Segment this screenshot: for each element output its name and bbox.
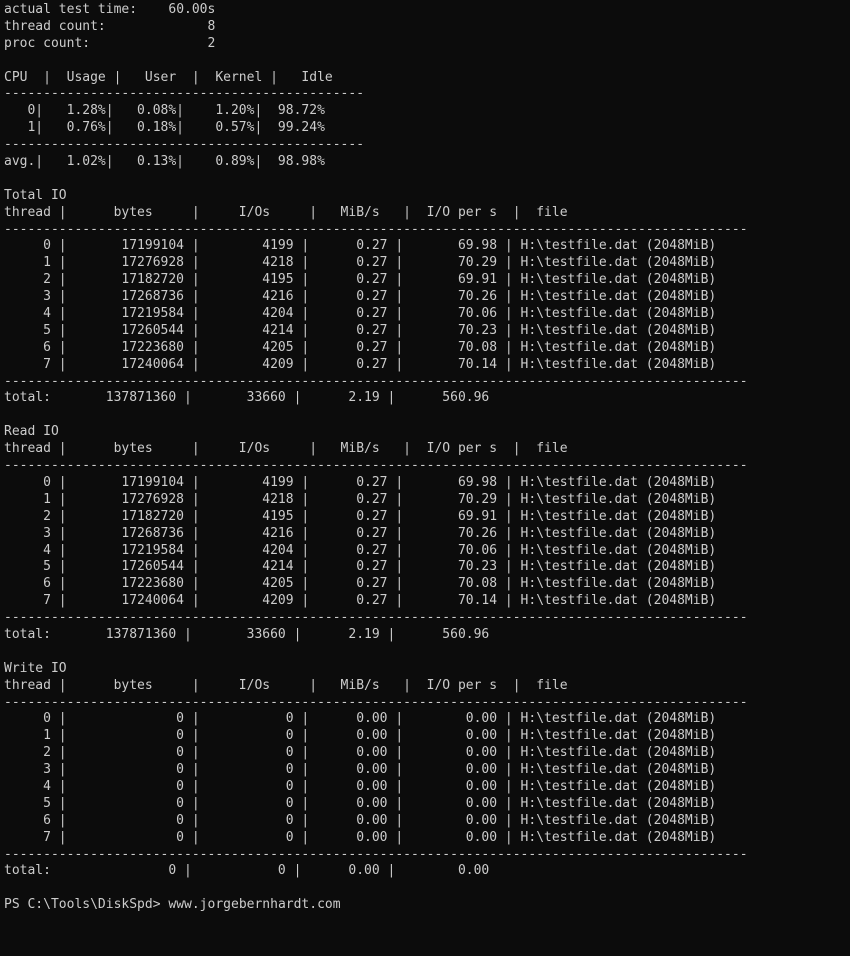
io-row: 6 | 17223680 | 4205 | 0.27 | 70.08 | H:\… — [4, 576, 716, 591]
io-row: 6 | 0 | 0 | 0.00 | 0.00 | H:\testfile.da… — [4, 813, 716, 828]
io-row: 1 | 0 | 0 | 0.00 | 0.00 | H:\testfile.da… — [4, 728, 716, 743]
meta-value: 60.00s — [161, 2, 216, 17]
io-total-row: total: 0 | 0 | 0.00 | 0.00 — [4, 863, 489, 878]
io-row: 2 | 17182720 | 4195 | 0.27 | 69.91 | H:\… — [4, 272, 716, 287]
cpu-row: 0| 1.28%| 0.08%| 1.20%| 98.72% — [4, 103, 325, 118]
cpu-avg-row: avg.| 1.02%| 0.13%| 0.89%| 98.98% — [4, 154, 325, 169]
ps-prompt: PS C:\Tools\DiskSpd> — [4, 897, 168, 912]
io-header: thread | bytes | I/Os | MiB/s | I/O per … — [4, 205, 568, 220]
divider: ----------------------------------------… — [4, 374, 748, 389]
meta-label: thread count: — [4, 19, 161, 34]
io-row: 7 | 17240064 | 4209 | 0.27 | 70.14 | H:\… — [4, 357, 716, 372]
io-row: 0 | 0 | 0 | 0.00 | 0.00 | H:\testfile.da… — [4, 711, 716, 726]
io-row: 0 | 17199104 | 4199 | 0.27 | 69.98 | H:\… — [4, 238, 716, 253]
io-row: 6 | 17223680 | 4205 | 0.27 | 70.08 | H:\… — [4, 340, 716, 355]
io-total-row: total: 137871360 | 33660 | 2.19 | 560.96 — [4, 627, 489, 642]
io-row: 5 | 17260544 | 4214 | 0.27 | 70.23 | H:\… — [4, 323, 716, 338]
io-row: 2 | 0 | 0 | 0.00 | 0.00 | H:\testfile.da… — [4, 745, 716, 760]
terminal-output: actual test time: 60.00s thread count: 8… — [0, 0, 850, 916]
io-row: 4 | 0 | 0 | 0.00 | 0.00 | H:\testfile.da… — [4, 779, 716, 794]
cpu-row: 1| 0.76%| 0.18%| 0.57%| 99.24% — [4, 120, 325, 135]
io-header: thread | bytes | I/Os | MiB/s | I/O per … — [4, 441, 568, 456]
meta-label: actual test time: — [4, 2, 161, 17]
io-row: 0 | 17199104 | 4199 | 0.27 | 69.98 | H:\… — [4, 475, 716, 490]
divider: ----------------------------------------… — [4, 695, 748, 710]
divider: ----------------------------------------… — [4, 610, 748, 625]
meta-value: 2 — [161, 36, 216, 51]
io-row: 1 | 17276928 | 4218 | 0.27 | 70.29 | H:\… — [4, 492, 716, 507]
io-row: 3 | 17268736 | 4216 | 0.27 | 70.26 | H:\… — [4, 526, 716, 541]
io-row: 4 | 17219584 | 4204 | 0.27 | 70.06 | H:\… — [4, 543, 716, 558]
io-row: 3 | 17268736 | 4216 | 0.27 | 70.26 | H:\… — [4, 289, 716, 304]
divider: ----------------------------------------… — [4, 222, 748, 237]
io-row: 7 | 17240064 | 4209 | 0.27 | 70.14 | H:\… — [4, 593, 716, 608]
io-row: 5 | 17260544 | 4214 | 0.27 | 70.23 | H:\… — [4, 559, 716, 574]
ps-prompt-input[interactable]: www.jorgebernhardt.com — [168, 897, 340, 912]
io-row: 2 | 17182720 | 4195 | 0.27 | 69.91 | H:\… — [4, 509, 716, 524]
io-header: thread | bytes | I/Os | MiB/s | I/O per … — [4, 678, 568, 693]
divider: ----------------------------------------… — [4, 847, 748, 862]
io-section-title: Total IO — [4, 188, 67, 203]
io-row: 4 | 17219584 | 4204 | 0.27 | 70.06 | H:\… — [4, 306, 716, 321]
io-row: 7 | 0 | 0 | 0.00 | 0.00 | H:\testfile.da… — [4, 830, 716, 845]
io-row: 3 | 0 | 0 | 0.00 | 0.00 | H:\testfile.da… — [4, 762, 716, 777]
cpu-header: CPU | Usage | User | Kernel | Idle — [4, 70, 333, 85]
io-section-title: Write IO — [4, 661, 67, 676]
io-total-row: total: 137871360 | 33660 | 2.19 | 560.96 — [4, 390, 489, 405]
meta-label: proc count: — [4, 36, 161, 51]
divider: ----------------------------------------… — [4, 86, 364, 101]
io-row: 5 | 0 | 0 | 0.00 | 0.00 | H:\testfile.da… — [4, 796, 716, 811]
io-section-title: Read IO — [4, 424, 59, 439]
divider: ----------------------------------------… — [4, 458, 748, 473]
io-row: 1 | 17276928 | 4218 | 0.27 | 70.29 | H:\… — [4, 255, 716, 270]
divider: ----------------------------------------… — [4, 137, 364, 152]
meta-value: 8 — [161, 19, 216, 34]
